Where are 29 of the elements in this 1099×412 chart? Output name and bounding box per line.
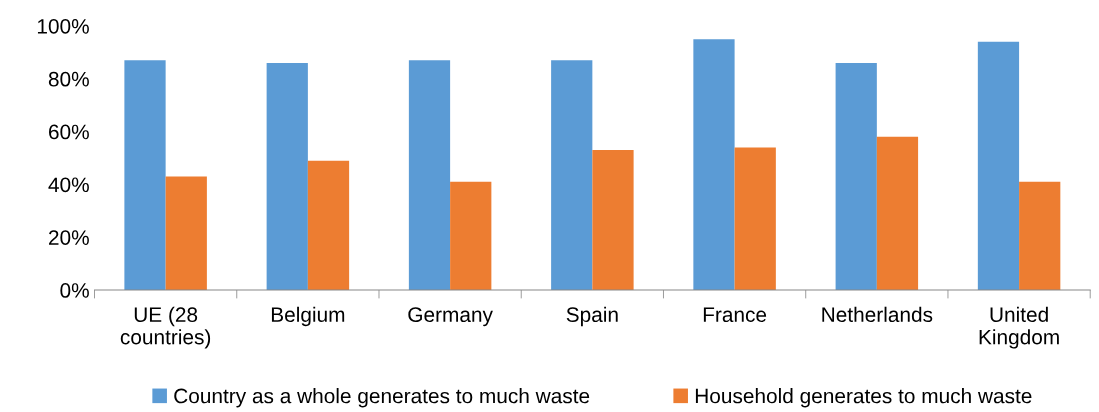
bar (408, 60, 451, 291)
bar (165, 176, 207, 291)
bar (876, 136, 919, 291)
x-tick-label: France (703, 307, 767, 323)
bar (835, 62, 877, 291)
bar (307, 160, 350, 291)
bar (734, 147, 776, 291)
x-tick-label: Netherlands (822, 306, 933, 323)
bar (266, 62, 308, 291)
legend-label: Country as a whole generates to much waste (174, 388, 590, 408)
y-tick-label: 0% (60, 283, 89, 298)
bar (551, 60, 593, 291)
bar (450, 181, 492, 291)
bar (977, 41, 1020, 291)
x-tick-label: Spain (566, 306, 618, 327)
bar (693, 39, 735, 291)
x-tick-label: UE (28 countries) (120, 306, 211, 349)
y-tick-label: 80% (48, 71, 89, 87)
bar (1019, 181, 1061, 291)
x-tick-label: Germany (408, 307, 493, 327)
y-tick-label: 20% (49, 230, 89, 245)
bar (592, 150, 634, 291)
x-tick-label: United Kingdom (979, 306, 1059, 349)
y-tick-label: 100% (37, 18, 89, 34)
y-tick-label: 60% (49, 124, 89, 140)
x-tick-label: Belgium (271, 306, 345, 327)
legend-label: Household generates to much waste (695, 388, 1032, 408)
y-tick-label: 40% (48, 177, 89, 193)
bar (124, 60, 166, 291)
